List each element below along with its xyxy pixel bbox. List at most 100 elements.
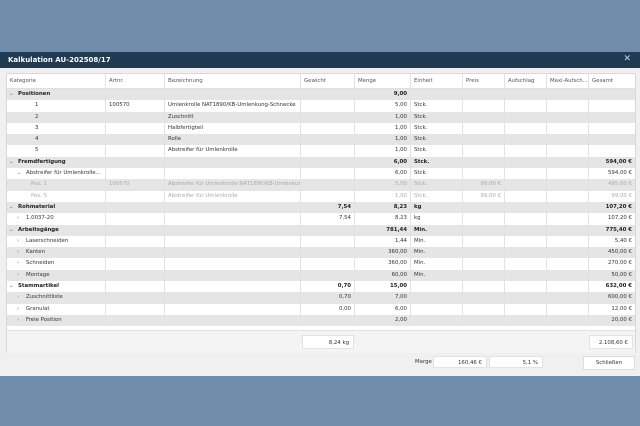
cell xyxy=(505,122,547,135)
group-row[interactable]: ⌄ Stammartikel 0,70 15,00 632,00 € xyxy=(7,281,635,293)
table-row[interactable]: 4 Rolle 1,00 Stck. xyxy=(7,134,635,146)
chevron-right-icon[interactable]: › xyxy=(17,271,20,278)
table-row[interactable]: Pos. 5 Abstreifer für Umlenkrolle 1,00 Stck… xyxy=(7,190,635,202)
cell: 20,00 € xyxy=(589,315,635,326)
table-row[interactable]: › Zuschnittliste 0,70 7,00 600,00 € xyxy=(7,292,635,304)
cell-text: 1,00 xyxy=(394,113,407,120)
cell-text: 495,00 € xyxy=(607,181,632,188)
chevron-down-icon[interactable]: ⌄ xyxy=(9,283,14,290)
column-header[interactable]: Maxi-Aufsch... xyxy=(547,74,589,88)
chevron-right-icon[interactable]: › xyxy=(17,249,20,256)
table-row[interactable]: 2 Zuschnitt 1,00 Stck. xyxy=(7,111,635,123)
cell xyxy=(463,235,505,248)
cell: 1,00 xyxy=(355,190,411,202)
column-header[interactable]: Aufschlag xyxy=(505,74,547,88)
column-header[interactable]: Preis xyxy=(463,74,505,88)
chevron-right-icon[interactable]: › xyxy=(17,305,20,312)
chevron-right-icon[interactable]: › xyxy=(17,316,20,323)
cell xyxy=(106,145,165,157)
group-row[interactable]: ⌄ Rohmaterial 7,54 8,23 kg 107,20 € xyxy=(7,201,635,214)
table-row[interactable]: Pos. 1 100570 Abstreifer für Umlenkrolle N… xyxy=(7,179,635,191)
chevron-down-icon[interactable]: ⌄ xyxy=(9,226,14,233)
cell-text: Zuschnittliste xyxy=(26,294,63,301)
column-header[interactable]: Gewicht xyxy=(301,74,355,88)
cell xyxy=(505,145,547,157)
column-header[interactable]: Gesamt xyxy=(592,78,613,84)
cell xyxy=(505,111,547,123)
group-row[interactable]: ⌄ Arbeitsgänge 781,44 Min. 775,40 € xyxy=(7,224,635,236)
table-row[interactable]: 3 Halbfertigteil 1,00 Stck. xyxy=(7,122,635,135)
cell-text: 6,00 xyxy=(394,305,407,312)
table-row[interactable]: › Granulat 0,00 6,00 12,00 € xyxy=(7,303,635,315)
cell-text: 1,00 xyxy=(394,192,407,199)
cell: 6,00 xyxy=(355,303,411,315)
cell: ⌄ Rohmaterial xyxy=(7,201,106,214)
cell-text: 107,20 € xyxy=(607,215,632,222)
cell xyxy=(505,303,547,315)
cell: 12,00 € xyxy=(589,304,635,315)
marge-value: 160,46 € xyxy=(433,356,487,368)
cell: 1,00 xyxy=(355,145,411,157)
table-row[interactable]: › Kanten 360,00 Min. 450,00 € xyxy=(7,247,635,259)
cell: Abstreifer für Umlenkrolle xyxy=(165,145,301,157)
cell xyxy=(301,122,355,135)
cell-text: Rolle xyxy=(168,136,182,143)
table-row[interactable]: › 1.0037-20 7,54 8,23 kg 107,20 € xyxy=(7,213,635,225)
cell xyxy=(301,258,355,270)
column-header[interactable]: Bezeichnung xyxy=(165,74,301,88)
table-row[interactable]: › Freie Position 2,00 20,00 € xyxy=(7,314,635,327)
cell-text: 2,00 xyxy=(394,316,407,323)
chevron-down-icon[interactable]: ⌄ xyxy=(9,158,14,165)
cell-text: 3 xyxy=(35,124,39,131)
close-button[interactable]: Schließen xyxy=(583,356,635,370)
cell-text: 8,23 xyxy=(394,215,407,222)
column-header[interactable]: Einheit xyxy=(411,74,463,88)
cell xyxy=(547,156,589,169)
chevron-down-icon[interactable]: ⌄ xyxy=(9,91,14,97)
chevron-right-icon[interactable]: › xyxy=(17,237,20,244)
cell xyxy=(106,190,165,202)
chevron-right-icon[interactable]: › xyxy=(17,215,20,222)
chevron-down-icon[interactable]: ⌄ xyxy=(9,203,14,210)
table-row[interactable]: › Montage 60,00 Min. 50,00 € xyxy=(7,269,635,282)
cell xyxy=(505,156,547,169)
cell: 594,00 € xyxy=(589,168,635,179)
column-header[interactable]: Artnr. xyxy=(106,74,165,88)
table-row[interactable]: 5 Abstreifer für Umlenkrolle 1,00 Stck. xyxy=(7,145,635,157)
cell xyxy=(463,247,505,259)
cell: 3 xyxy=(7,122,106,135)
cell xyxy=(411,303,463,315)
cell xyxy=(301,235,355,248)
table-row[interactable]: › Laserschneiden 1,44 Min. 5,40 € xyxy=(7,235,635,248)
cell-text: 775,40 € xyxy=(605,226,632,233)
chevron-down-icon[interactable]: ⌄ xyxy=(17,170,22,177)
cell: 107,20 € xyxy=(589,213,635,224)
table-row[interactable]: 1 100570 Umlenkrolle NAT1890/KB-Umlenkung-… xyxy=(7,100,635,112)
cell xyxy=(301,156,355,169)
chevron-right-icon[interactable]: › xyxy=(17,294,20,301)
cell: 5,00 xyxy=(355,179,411,191)
cell-text: 594,00 € xyxy=(605,158,632,165)
group-row[interactable]: ⌄ Positionen 9,00 xyxy=(7,89,635,101)
cell-text: 1,00 xyxy=(394,147,407,154)
dialog-title: Kalkulation AU-202508/17 xyxy=(8,56,111,64)
cell: ⌄ Positionen xyxy=(7,89,106,101)
group-row[interactable]: ⌄ Fremdfertigung 6,00 Stck. 594,00 € xyxy=(7,156,635,169)
cell: Stck. xyxy=(411,111,463,123)
cell: 360,00 xyxy=(355,258,411,270)
cell: 5,00 xyxy=(355,100,411,112)
chevron-right-icon[interactable]: › xyxy=(17,260,20,267)
cell xyxy=(589,112,635,123)
cell: 1,00 xyxy=(355,111,411,123)
table-row[interactable]: ⌄ Abstreifer für Umlenkrolle... 6,00 Stck. 5… xyxy=(7,168,635,180)
cell xyxy=(301,179,355,191)
cell-text: Fremdfertigung xyxy=(18,158,66,165)
cell-text: Abstreifer für Umlenkrolle NAT1890/KB-Um… xyxy=(168,181,301,188)
totals-footer: 8,24 kg 2.108,60 € xyxy=(7,330,635,353)
cell xyxy=(463,258,505,270)
column-header[interactable]: Menge xyxy=(355,74,411,88)
column-header[interactable]: Kategorie xyxy=(7,74,106,88)
table-row[interactable]: › Schneiden 360,00 Min. 270,00 € xyxy=(7,258,635,270)
title-bar: Kalkulation AU-202508/17 ✕ xyxy=(0,52,640,68)
close-icon[interactable]: ✕ xyxy=(623,54,631,64)
